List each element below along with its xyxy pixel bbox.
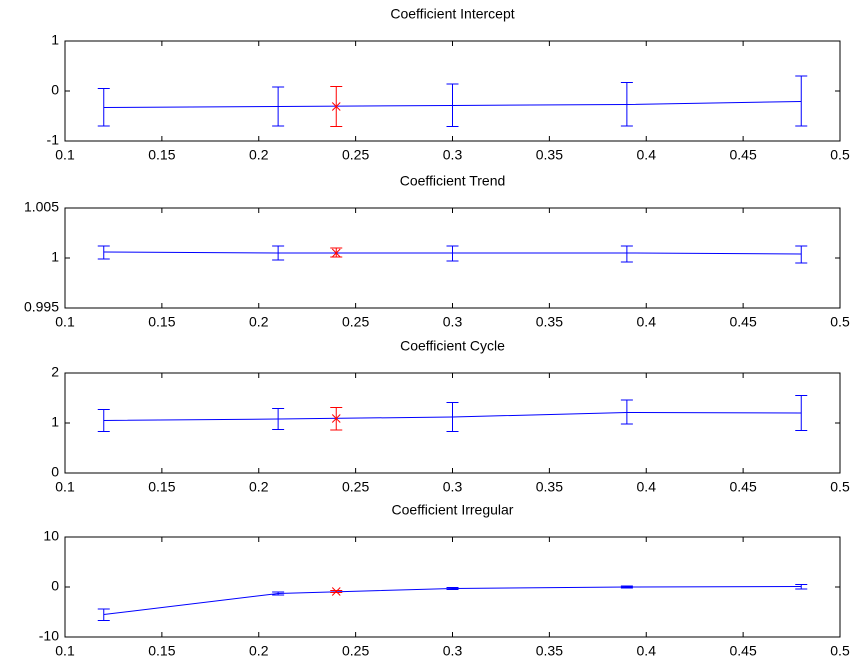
error-bar [795, 245, 808, 264]
y-tick-label: 0 [51, 464, 59, 480]
x-tick-label: 0.35 [536, 479, 563, 495]
x-tick-label: 0.4 [637, 314, 657, 330]
x-tick-label: 0.3 [443, 147, 463, 163]
y-tick-label: -1 [47, 132, 60, 148]
x-tick-label: 0.25 [342, 147, 369, 163]
x-tick-label: 0.35 [536, 147, 563, 163]
x-tick-label: 0.4 [637, 479, 657, 495]
y-tick-label: 1 [51, 414, 59, 430]
y-tick-label: -10 [39, 628, 59, 644]
point-marker [331, 102, 341, 111]
x-tick-label: 0.45 [730, 314, 757, 330]
x-tick-label: 0.5 [830, 479, 850, 495]
x-tick-label: 0.3 [443, 643, 463, 659]
error-bar [795, 584, 808, 590]
subplot-title: Coefficient Cycle [400, 338, 505, 354]
error-bar [97, 245, 110, 260]
x-tick-label: 0.1 [55, 479, 75, 495]
error-bar [620, 585, 633, 589]
point-marker [331, 248, 341, 258]
subplot-title: Coefficient Trend [400, 173, 506, 189]
x-tick-label: 0.45 [730, 643, 757, 659]
x-tick-label: 0.5 [830, 147, 850, 163]
error-bar [272, 245, 285, 261]
x-tick-label: 0.25 [342, 643, 369, 659]
error-bar [620, 82, 633, 127]
x-tick-label: 0.2 [249, 147, 269, 163]
point-marker [331, 414, 341, 423]
x-tick-label: 0.15 [148, 479, 175, 495]
error-bar [97, 608, 110, 621]
y-tick-label: 0 [51, 578, 59, 594]
subplot-title: Coefficient Intercept [390, 6, 514, 22]
x-tick-label: 0.2 [249, 643, 269, 659]
x-tick-label: 0.45 [730, 147, 757, 163]
x-tick-label: 0.15 [148, 643, 175, 659]
x-tick-label: 0.1 [55, 643, 75, 659]
error-bar [272, 86, 285, 127]
x-tick-label: 0.4 [637, 147, 657, 163]
x-tick-label: 0.25 [342, 479, 369, 495]
x-tick-label: 0.3 [443, 314, 463, 330]
error-bar [272, 408, 285, 430]
x-tick-label: 0.35 [536, 314, 563, 330]
x-tick-label: 0.45 [730, 479, 757, 495]
y-tick-label: 1 [51, 249, 59, 265]
y-tick-label: 0 [51, 82, 59, 98]
x-tick-label: 0.4 [637, 643, 657, 659]
x-tick-label: 0.2 [249, 479, 269, 495]
y-tick-label: 10 [43, 528, 59, 544]
error-bar [795, 395, 808, 431]
series-line [103, 586, 802, 615]
error-bar [446, 245, 459, 262]
subplot-title: Coefficient Irregular [392, 502, 514, 518]
error-bar [272, 591, 285, 596]
error-bar [446, 402, 459, 432]
x-tick-label: 0.5 [830, 314, 850, 330]
point-marker [331, 587, 341, 596]
error-bar [795, 75, 808, 127]
y-tick-label: 1 [51, 32, 59, 48]
error-bar [620, 245, 633, 263]
x-tick-label: 0.35 [536, 643, 563, 659]
x-tick-label: 0.1 [55, 147, 75, 163]
x-tick-label: 0.15 [148, 147, 175, 163]
error-bar [446, 83, 459, 127]
y-tick-label: 0.995 [24, 299, 59, 315]
error-bar [97, 88, 110, 127]
x-tick-label: 0.2 [249, 314, 269, 330]
x-tick-label: 0.15 [148, 314, 175, 330]
x-tick-label: 0.5 [830, 643, 850, 659]
y-tick-label: 2 [51, 364, 59, 380]
x-tick-label: 0.1 [55, 314, 75, 330]
error-bar [620, 399, 633, 425]
error-bar [97, 409, 110, 432]
y-tick-label: 1.005 [24, 199, 59, 215]
x-tick-label: 0.3 [443, 479, 463, 495]
error-bar [446, 587, 459, 590]
x-tick-label: 0.25 [342, 314, 369, 330]
